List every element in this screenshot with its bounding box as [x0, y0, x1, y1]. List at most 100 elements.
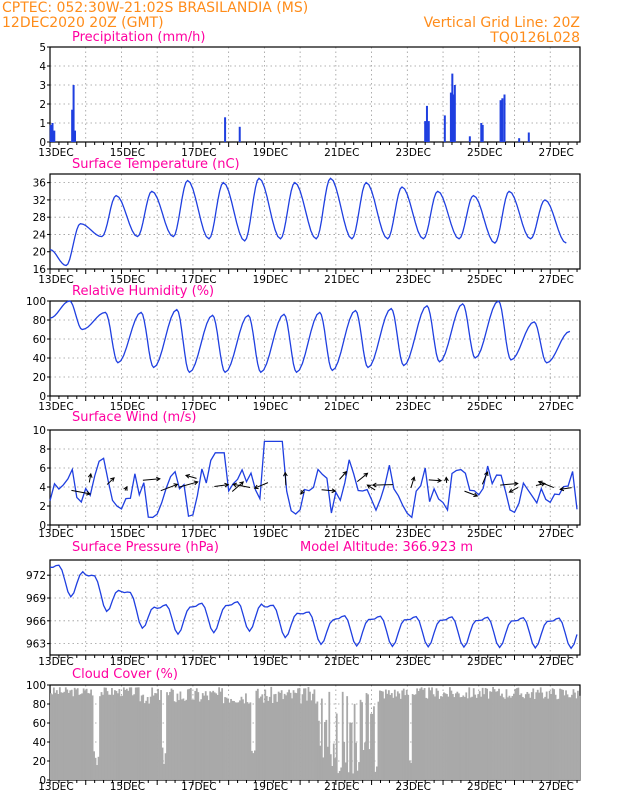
cloud-bar — [100, 692, 103, 780]
wind-arrow — [410, 477, 415, 489]
cloud-bar — [221, 688, 224, 780]
cloud-bar — [291, 698, 293, 780]
cloud-bar — [502, 697, 505, 780]
cloud-bar — [521, 696, 524, 780]
cloud-bar — [195, 688, 198, 780]
panel-frame — [49, 429, 581, 526]
cloud-bar — [57, 693, 60, 780]
cloud-bar — [524, 694, 527, 780]
wind-arrow-head — [87, 472, 93, 478]
cloud-bar — [353, 703, 356, 780]
cloud-bar — [395, 696, 398, 780]
x-tick-label: 27DEC — [538, 274, 573, 286]
x-tick-label: 13DEC — [38, 656, 73, 668]
cloud-bar — [109, 694, 112, 780]
cloud-bar — [431, 687, 433, 780]
y-tick-label: 5 — [39, 42, 46, 54]
cloud-bar — [253, 750, 256, 780]
cloud-bar — [478, 691, 481, 780]
cloud-bar — [419, 688, 422, 780]
cloud-bar — [471, 696, 474, 780]
cloud-bar — [213, 692, 216, 780]
wind-arrow-head — [253, 484, 259, 490]
wind-arrow-head — [484, 471, 489, 477]
cloud-bar — [407, 694, 410, 780]
cloud-bar — [533, 698, 536, 780]
x-tick-label: 15DEC — [110, 656, 145, 668]
wind-arrow-head — [444, 476, 449, 482]
cloud-bar — [105, 687, 107, 780]
cloud-bar — [443, 692, 445, 780]
wind-arrow — [481, 471, 488, 485]
x-tick-label: 27DEC — [538, 528, 573, 540]
cloud-bar — [289, 692, 292, 780]
cloud-bar — [148, 703, 151, 780]
cloud-bar — [79, 694, 82, 780]
cloud-bar — [501, 693, 503, 780]
x-tick-label: 21DEC — [324, 274, 359, 286]
cloud-bar — [249, 702, 252, 780]
cloud-bar — [50, 693, 52, 780]
cloud-bar — [106, 691, 109, 780]
x-tick-label: 27DEC — [538, 401, 573, 413]
cloud-bar — [444, 693, 447, 780]
wind-arrow — [142, 478, 160, 481]
cloud-bar — [276, 701, 279, 780]
cloud-bar — [446, 694, 448, 780]
cloud-bar — [367, 694, 369, 780]
cloud-bar — [545, 691, 548, 780]
panels: 0 1 2 3 4 5 13DEC 15DEC 17DEC 19DEC 21DEC 23DEC 25DE… — [26, 30, 581, 793]
y-tick-label: 20 — [33, 247, 46, 259]
y-tick-label: 10 — [33, 425, 46, 437]
y-tick-label: 0 — [39, 520, 46, 532]
wind-arrow — [106, 477, 115, 485]
y-tick-label: 28 — [33, 212, 46, 224]
cloud-bar — [466, 698, 469, 780]
cloud-bar — [154, 693, 157, 780]
x-tick-label: 13DEC — [38, 274, 73, 286]
cloud-bar — [124, 689, 127, 780]
cloud-bar — [416, 688, 419, 780]
cloud-bar — [78, 694, 81, 780]
cloud-bar — [157, 688, 159, 780]
cloud-bar — [368, 749, 371, 780]
cloud-bar — [186, 689, 189, 780]
cloud-bar — [145, 700, 148, 780]
cloud-bar — [137, 687, 140, 780]
x-tick-label: 19DEC — [253, 147, 288, 159]
cloud-bar — [182, 698, 185, 780]
precip-bar — [74, 130, 77, 142]
cloud-bar — [81, 693, 84, 780]
cloud-bar — [514, 688, 517, 780]
x-tick-label: 21DEC — [324, 781, 359, 793]
x-tick-label: 27DEC — [538, 147, 573, 159]
wind-arrow — [185, 474, 197, 479]
cloud-bar — [295, 693, 298, 780]
cloud-bar — [459, 697, 462, 780]
cloud-bar — [451, 693, 454, 780]
cloud-bar — [197, 692, 200, 780]
cloud-bar — [328, 691, 331, 780]
y-tick-label: 1 — [39, 118, 46, 130]
x-tick-label: 23DEC — [396, 781, 431, 793]
cloud-bar — [300, 703, 302, 780]
y-tick-label: 32 — [33, 195, 46, 207]
cloud-bar — [541, 692, 544, 780]
cloud-bar — [486, 688, 489, 780]
cloud-bar — [529, 697, 532, 780]
cloud-bar — [243, 703, 246, 780]
cloud-bar — [255, 690, 258, 780]
cloud-bar — [428, 687, 430, 780]
cloud-bar — [219, 691, 222, 780]
cloud-bar — [511, 695, 514, 780]
wind-arrow — [509, 487, 519, 493]
x-tick-label: 21DEC — [324, 528, 359, 540]
y-tick-label: 16 — [33, 264, 47, 276]
cloud-bar — [496, 691, 499, 780]
cloud-bar — [54, 692, 57, 780]
x-tick-label: 17DEC — [181, 147, 216, 159]
cloud-bar — [146, 697, 149, 780]
cloud-bar — [160, 690, 162, 780]
cloud-bar — [429, 690, 432, 780]
cloud-bar — [380, 690, 383, 780]
